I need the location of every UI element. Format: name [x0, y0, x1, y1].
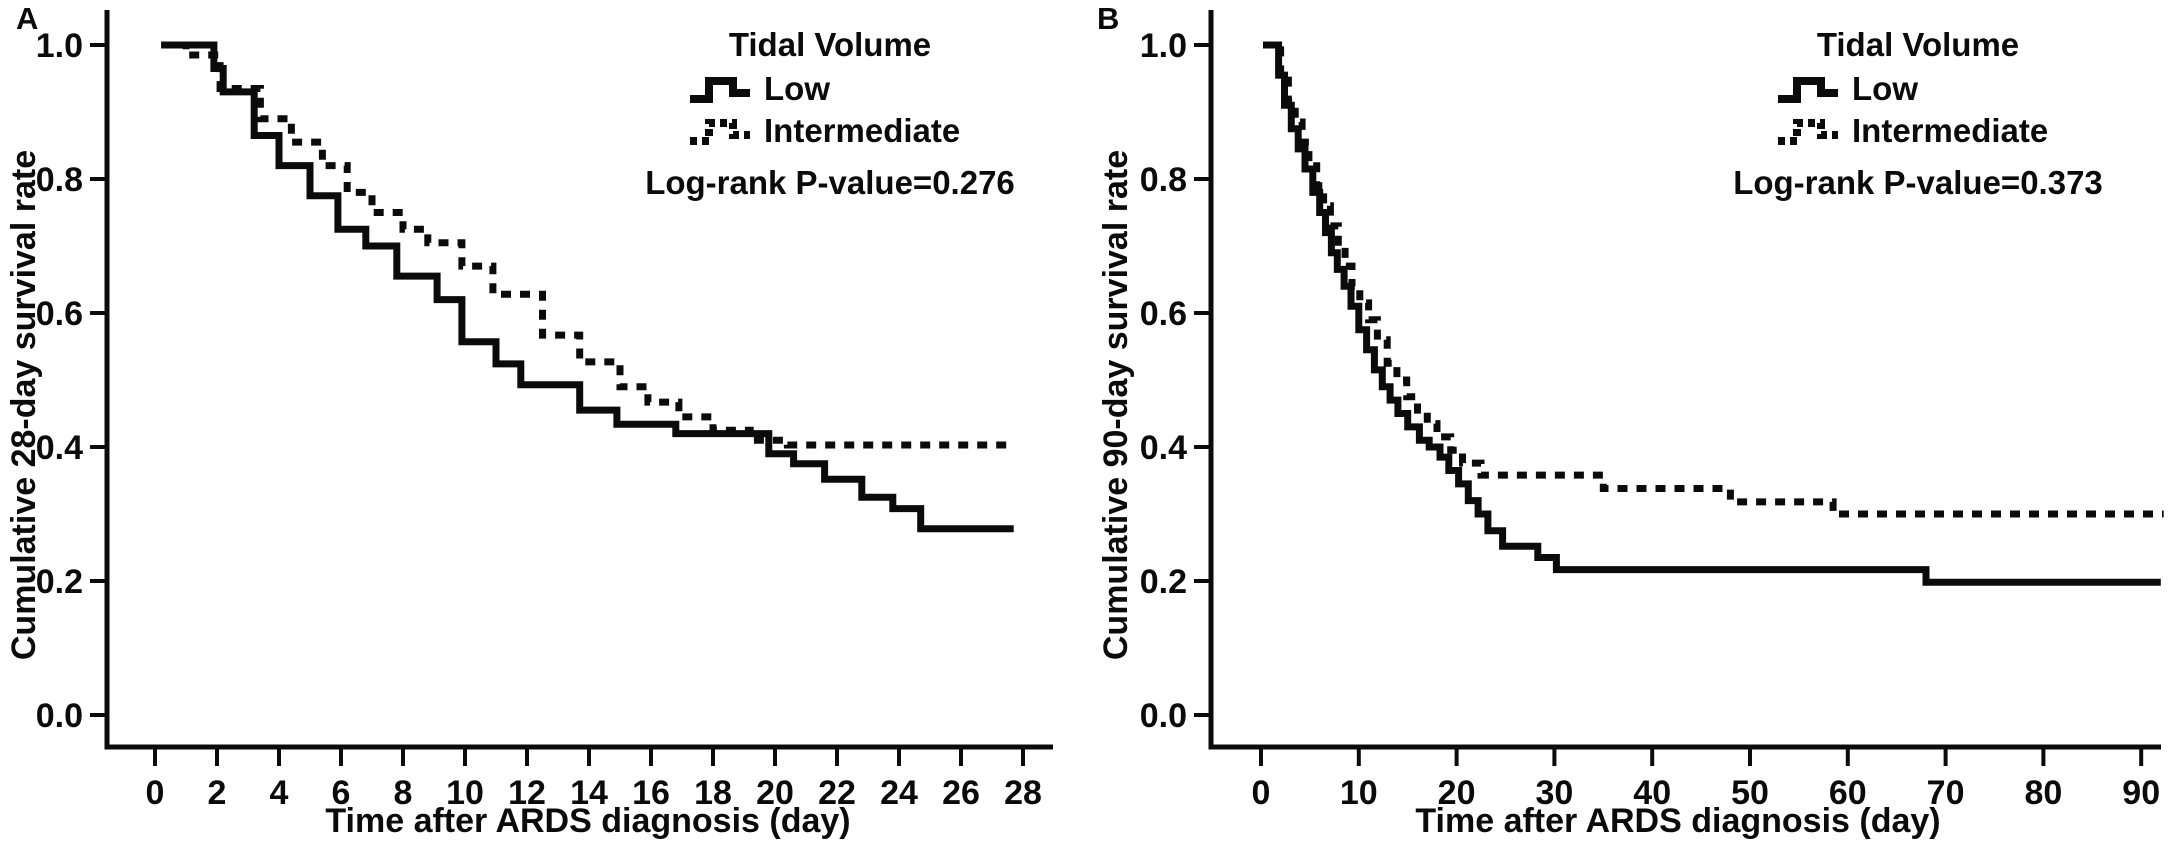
- y-tick-label: 0.2: [36, 563, 83, 601]
- legend-entry-label: Intermediate: [1852, 112, 2049, 149]
- x-tick-label: 6: [332, 774, 351, 812]
- x-tick-label: 28: [1004, 774, 1042, 812]
- legend-entries: Low Intermediate: [688, 68, 1060, 152]
- legend-b: Tidal Volume Low Intermediate Log-rank P-…: [1688, 24, 2148, 202]
- dotted-step-line-marker-icon: [690, 119, 750, 145]
- x-tick-label: 50: [1731, 774, 1769, 812]
- x-axis-title-a: Time after ARDS diagnosis (day): [325, 802, 851, 840]
- legend-title: Tidal Volume: [728, 26, 932, 63]
- x-tick-label: 18: [694, 774, 732, 812]
- x-tick-label: 20: [1438, 774, 1476, 812]
- x-tick-label: 8: [394, 774, 413, 812]
- x-tick-label: 12: [508, 774, 546, 812]
- legend-entry-intermediate: Intermediate: [1776, 110, 2148, 152]
- y-tick-label: 0.8: [1140, 161, 1187, 199]
- x-tick-label: 10: [1340, 774, 1378, 812]
- x-tick-label: 0: [146, 774, 165, 812]
- y-tick-label: 0.4: [1140, 429, 1187, 467]
- x-tick-label: 20: [756, 774, 794, 812]
- legend-entry-low: Low: [1776, 68, 2148, 110]
- legend-entry-label: Low: [764, 70, 830, 107]
- survival-curve-intermediate: [1263, 41, 2164, 518]
- legend-entries: Low Intermediate: [1776, 68, 2148, 152]
- log-rank-pvalue-b: Log-rank P-value=0.373: [1733, 164, 2103, 201]
- y-tick-label: 0.0: [1140, 697, 1187, 735]
- x-tick-label: 80: [2024, 774, 2062, 812]
- x-axis-title-b: Time after ARDS diagnosis (day): [1415, 802, 1941, 840]
- y-tick-label: 1.0: [36, 27, 83, 65]
- y-axis-title-90day: Cumulative 90-day survival rate: [1097, 149, 1135, 661]
- y-tick-label: 0.4: [36, 429, 83, 467]
- x-tick-label: 10: [446, 774, 484, 812]
- y-tick-label: 0.0: [36, 697, 83, 735]
- legend-entry-intermediate: Intermediate: [688, 110, 1060, 152]
- legend-title: Tidal Volume: [1816, 26, 2020, 63]
- y-axis-title-28day: Cumulative 28-day survival rate: [5, 149, 43, 661]
- panel-label-b: B: [1097, 1, 1120, 36]
- x-tick-label: 0: [1252, 774, 1271, 812]
- x-tick-label: 22: [818, 774, 856, 812]
- y-tick-label: 0.6: [1140, 295, 1187, 333]
- solid-step-line-marker-icon: [690, 77, 750, 103]
- log-rank-pvalue-a: Log-rank P-value=0.276: [645, 164, 1015, 201]
- panel-b: 1.0 0.8 0.6 0.4 0.2 0.0 0 10 20 30 40 50 60 70 80 90 B …: [1088, 0, 2175, 855]
- y-tick-label: 0.8: [36, 161, 83, 199]
- x-tick-label: 90: [2122, 774, 2160, 812]
- x-tick-label: 14: [570, 774, 608, 812]
- panel-label-a: A: [16, 1, 39, 36]
- y-tick-label: 0.2: [1140, 563, 1187, 601]
- x-tick-label: 40: [1633, 774, 1671, 812]
- y-tick-label: 0.6: [36, 295, 83, 333]
- x-tick-label: 70: [1927, 774, 1965, 812]
- x-tick-label: 26: [942, 774, 980, 812]
- survival-curve-low: [1263, 41, 2161, 586]
- x-tick-label: 24: [880, 774, 918, 812]
- panel-a: 1.0 0.8 0.6 0.4 0.2 0.0 0 2 4 6 8 10 12 14 16 18 20 22 24 2…: [5, 1, 1060, 840]
- solid-step-line-marker-icon: [1778, 77, 1838, 103]
- x-tick-label: 16: [632, 774, 670, 812]
- survival-curve-low: [161, 41, 1014, 533]
- legend-entry-label: Intermediate: [764, 112, 961, 149]
- legend-a: Tidal Volume Low Intermediate Log-rank P-…: [600, 24, 1060, 202]
- x-tick-label: 30: [1535, 774, 1573, 812]
- legend-entry-low: Low: [688, 68, 1060, 110]
- survival-plot-28day: 1.00.80.60.40.20.00 2 4 6 8 10 12 14 16 18 20 22 24 2…: [36, 10, 1053, 812]
- y-tick-label: 1.0: [1140, 27, 1187, 65]
- dotted-step-line-marker-icon: [1778, 119, 1838, 145]
- survival-plot-90day: 1.0 0.8 0.6 0.4 0.2 0.0 0 10 20 30 40 50 60 70 80 90: [1140, 10, 2164, 812]
- x-tick-label: 4: [270, 774, 289, 812]
- x-tick-label: 60: [1829, 774, 1867, 812]
- legend-entry-label: Low: [1852, 70, 1918, 107]
- x-tick-label: 2: [208, 774, 227, 812]
